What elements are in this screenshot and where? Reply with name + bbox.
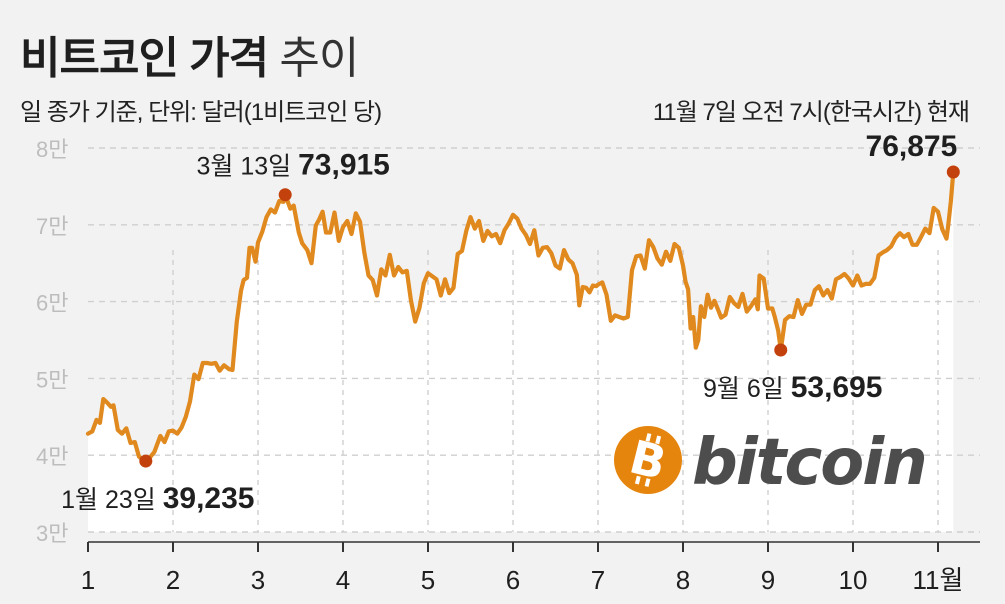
annotation-date: 9월 6일 [703, 375, 791, 403]
price-line [85, 169, 956, 464]
annotation-marker [774, 343, 788, 357]
x-tick-label: 11월 [913, 565, 964, 595]
y-tick-label: 7만 [36, 214, 68, 239]
y-tick-label: 4만 [36, 444, 68, 469]
area-fill [88, 172, 954, 532]
annotation-marker [946, 165, 960, 179]
x-tick-label: 9 [761, 565, 775, 595]
bitcoin-logo: B bitcoin [614, 426, 928, 496]
annotation-value: 53,695 [791, 371, 883, 404]
x-tick-label: 1 [81, 565, 95, 595]
annotation-label: 9월 6일 53,695 [703, 371, 882, 404]
bitcoin-wordmark: bitcoin [692, 426, 926, 496]
annotation-date: 3월 13일 [197, 153, 299, 181]
chart-title-main: 비트코인 가격 [20, 34, 269, 83]
x-tick-label: 2 [166, 565, 180, 595]
annotation-date: 1월 23일 [61, 486, 163, 514]
annotation-label: 76,875 [866, 130, 958, 163]
x-tick-label: 4 [336, 565, 350, 595]
annotation-label: 1월 23일 39,235 [61, 482, 254, 515]
annotation-marker [278, 188, 292, 202]
annotation-value: 39,235 [163, 482, 255, 515]
x-tick-label: 6 [506, 565, 520, 595]
annotation-value: 76,875 [866, 130, 958, 163]
timestamp-note: 11월 7일 오전 7시(한국시간) 현재 [652, 99, 970, 126]
chart-subtitle: 일 종가 기준, 단위: 달러(1비트코인 당) [20, 99, 382, 126]
x-tick-label: 7 [591, 565, 605, 595]
bitcoin-icon: B [614, 426, 682, 494]
y-tick-label: 8만 [36, 137, 68, 162]
chart-title-suffix: 추이 [279, 34, 359, 83]
x-tick-label: 8 [676, 565, 690, 595]
x-tick-label: 10 [839, 565, 868, 595]
x-tick-label: 5 [421, 565, 435, 595]
chart-title: 비트코인 가격 추이 [20, 22, 359, 86]
y-tick-label: 5만 [36, 367, 68, 392]
y-tick-label: 3만 [36, 521, 68, 546]
annotation-marker [139, 454, 153, 468]
annotation-value: 73,915 [298, 149, 390, 182]
annotation-label: 3월 13일 73,915 [197, 149, 390, 182]
x-tick-label: 3 [251, 565, 265, 595]
y-tick-label: 6만 [36, 291, 68, 316]
